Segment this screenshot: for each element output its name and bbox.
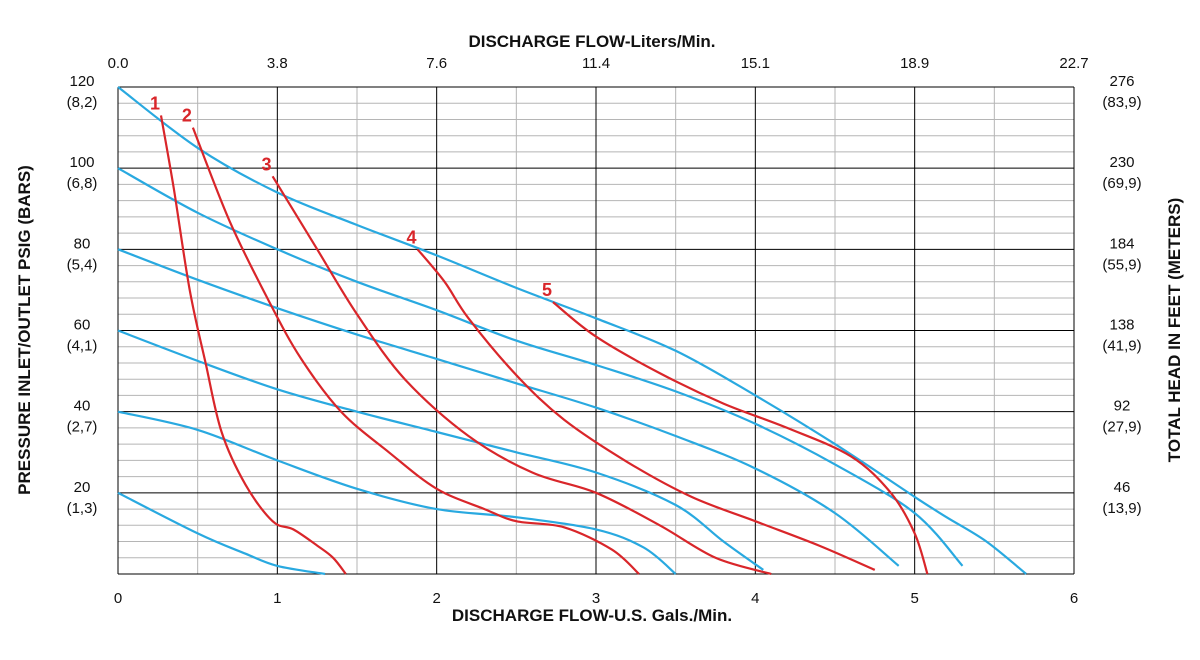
right-axis-title: TOTAL HEAD IN FEET (METERS) [1165,198,1184,462]
flow-curve-3 [271,175,772,576]
left-tick-sublabel: (1,3) [67,500,98,517]
right-tick-label: 138 [1109,317,1134,334]
flow-curve-label-2: 2 [182,106,192,126]
bottom-tick-label: 5 [910,590,918,607]
air-pressure-line-3 [117,248,900,567]
flow-curve-label-4: 4 [407,227,417,247]
top-tick-label: 3.8 [267,55,288,72]
right-tick-sublabel: (13,9) [1102,500,1141,517]
air-pressure-line-2 [117,167,964,567]
right-tick-sublabel: (41,9) [1102,338,1141,355]
right-tick-sublabel: (83,9) [1102,94,1141,111]
flow-curve-label-5: 5 [542,280,552,300]
left-tick-label: 80 [74,235,91,252]
flow-curve-labels: 1 2 3 4 5 [150,93,552,300]
left-tick-label: 20 [74,479,91,496]
flow-curve-4 [416,248,876,571]
air-pressure-line-5 [117,410,677,575]
flow-curve-label-3: 3 [262,154,272,174]
top-tick-label: 18.9 [900,55,929,72]
right-tick-sublabel: (55,9) [1102,256,1141,273]
right-axis-ticks: 276 (83,9) 230 (69,9) 184 (55,9) 138 (41,9) 92 (2… [1102,73,1141,517]
left-tick-sublabel: (6,8) [67,175,98,192]
bottom-tick-label: 3 [592,590,600,607]
left-axis-title: PRESSURE INLET/OUTLET PSIG (BARS) [15,165,34,495]
right-tick-label: 230 [1109,154,1134,171]
top-tick-label: 11.4 [582,55,610,72]
left-tick-sublabel: (5,4) [67,256,98,273]
air-pressure-line-6 [117,491,326,576]
flow-curve-2 [191,127,640,575]
flow-curves [159,115,929,576]
left-tick-label: 100 [69,154,94,171]
top-tick-label: 22.7 [1059,55,1088,72]
air-pressure-lines [117,86,1027,576]
bottom-axis-title: DISCHARGE FLOW-U.S. Gals./Min. [452,606,732,625]
bottom-tick-label: 2 [432,590,440,607]
bottom-axis-ticks: 0 1 2 3 4 5 6 [114,590,1078,607]
top-tick-label: 15.1 [741,55,770,72]
flow-curve-label-1: 1 [150,93,160,113]
left-tick-sublabel: (2,7) [67,419,98,436]
air-pressure-line-4 [117,329,764,571]
top-axis-title: DISCHARGE FLOW-Liters/Min. [468,32,715,51]
left-tick-sublabel: (4,1) [67,338,98,355]
left-tick-sublabel: (8,2) [67,94,98,111]
top-axis-ticks: 0.0 3.8 7.6 11.4 15.1 18.9 22.7 [108,55,1089,72]
bottom-tick-label: 6 [1070,590,1078,607]
left-tick-label: 120 [69,73,94,90]
bottom-tick-label: 0 [114,590,122,607]
flow-curve-5 [552,301,929,575]
right-tick-label: 46 [1114,479,1131,496]
right-tick-label: 92 [1114,398,1131,415]
flow-curve-1 [159,115,347,575]
air-pressure-line-1 [117,86,1027,575]
left-tick-label: 40 [74,398,91,415]
left-axis-ticks: 120 (8,2) 100 (6,8) 80 (5,4) 60 (4,1) 40 (2,7) 20 (… [67,73,98,517]
bottom-tick-label: 4 [751,590,759,607]
top-tick-label: 7.6 [426,55,447,72]
left-tick-label: 60 [74,317,91,334]
top-tick-label: 0.0 [108,55,129,72]
bottom-tick-label: 1 [273,590,281,607]
right-tick-label: 276 [1109,73,1134,90]
right-tick-label: 184 [1109,235,1134,252]
right-tick-sublabel: (27,9) [1102,419,1141,436]
right-tick-sublabel: (69,9) [1102,175,1141,192]
